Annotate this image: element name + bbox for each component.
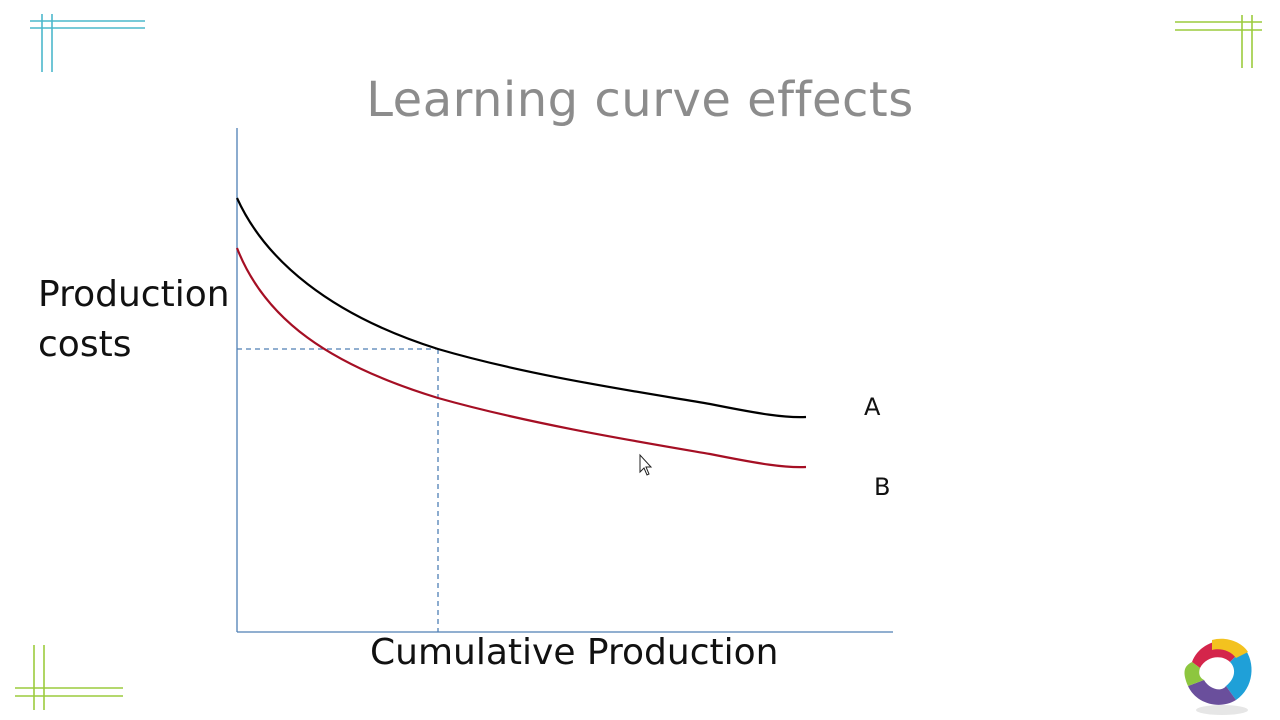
y-axis-label-line-1: Production — [38, 274, 230, 315]
series-a-label: A — [864, 393, 881, 421]
series-b-curve — [235, 247, 807, 469]
series-b-label: B — [874, 473, 891, 501]
y-axis-label-line-2: costs — [38, 324, 132, 365]
slide-title: Learning curve effects — [366, 72, 914, 128]
top-left-corner-lines — [30, 14, 145, 72]
series-a-curve — [235, 197, 807, 419]
top-right-corner-lines — [1175, 15, 1262, 68]
x-axis-label: Cumulative Production — [370, 632, 779, 673]
bottom-left-corner-lines — [15, 645, 123, 710]
y-axis-label: Production costs — [38, 270, 230, 370]
